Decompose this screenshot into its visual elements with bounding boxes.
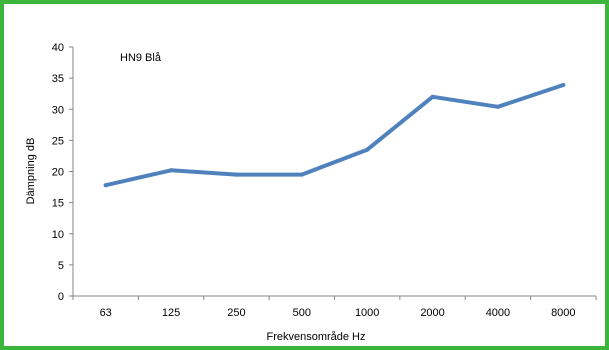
y-axis-ticks: 0 5 10 15 20 25 30 35 40 bbox=[52, 42, 73, 303]
y-tick-label: 5 bbox=[58, 260, 64, 272]
y-axis-title: Dämpning dB bbox=[25, 138, 37, 205]
x-tick-label: 63 bbox=[100, 307, 112, 319]
x-tick-label: 8000 bbox=[551, 307, 575, 319]
y-tick-label: 10 bbox=[52, 229, 64, 241]
x-axis-title: Frekvensområde Hz bbox=[266, 331, 365, 343]
data-point bbox=[103, 183, 108, 188]
y-tick-label: 20 bbox=[52, 167, 64, 179]
x-tick-label: 1000 bbox=[355, 307, 379, 319]
data-point bbox=[365, 147, 370, 152]
x-tick-label: 2000 bbox=[420, 307, 444, 319]
data-point bbox=[234, 172, 239, 177]
data-point bbox=[495, 104, 500, 109]
series-label: HN9 Blå bbox=[120, 52, 162, 64]
x-tick-label: 4000 bbox=[486, 307, 510, 319]
data-point bbox=[169, 168, 174, 173]
data-point bbox=[430, 94, 435, 99]
data-point bbox=[561, 82, 566, 87]
y-tick-label: 0 bbox=[58, 291, 64, 303]
x-tick-label: 500 bbox=[293, 307, 311, 319]
y-tick-label: 25 bbox=[52, 135, 64, 147]
x-tick-label: 125 bbox=[162, 307, 180, 319]
x-axis-ticks: 63 125 250 500 1000 2000 4000 8000 bbox=[72, 296, 597, 319]
series-points bbox=[103, 82, 566, 188]
y-tick-label: 30 bbox=[52, 104, 64, 116]
y-tick-label: 40 bbox=[52, 42, 64, 54]
y-tick-label: 35 bbox=[52, 73, 64, 85]
y-tick-label: 15 bbox=[52, 198, 64, 210]
data-point bbox=[299, 172, 304, 177]
x-tick-label: 250 bbox=[227, 307, 245, 319]
series-line-hn9-bla bbox=[103, 83, 566, 188]
